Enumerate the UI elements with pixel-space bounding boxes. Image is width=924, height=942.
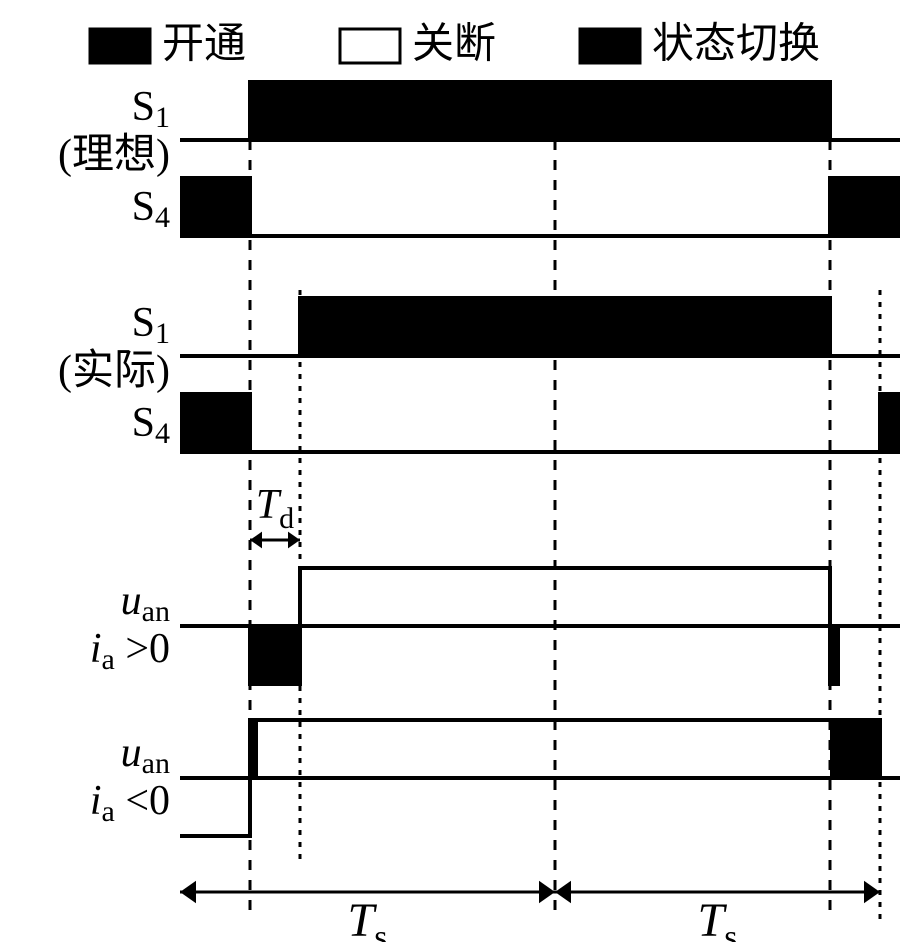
- timing-diagram: 开通关断状态切换S1(理想)S4S1(实际)S4uania >0uania <0…: [0, 0, 924, 942]
- ts-label: Ts: [348, 894, 388, 942]
- row-s4_ideal: S4: [132, 178, 900, 236]
- row-label-uan_neg: uan: [121, 730, 170, 780]
- pulse-s1_actual: [300, 298, 830, 356]
- pulse-s4_actual: [880, 394, 900, 452]
- row-label-s1_ideal: (理想): [58, 132, 170, 178]
- legend-swatch-on: [90, 29, 150, 63]
- legend-label-on: 开通: [162, 22, 246, 68]
- arrowhead-icon: [555, 881, 571, 903]
- trace-s4_ideal: [180, 178, 900, 236]
- pulse-s4_ideal: [830, 178, 900, 236]
- row-label-s4_ideal: S4: [132, 184, 170, 234]
- row-label-s1_actual: S1: [132, 300, 170, 350]
- arrowhead-icon: [539, 881, 555, 903]
- legend-label-switch: 状态切换: [652, 22, 820, 68]
- pulse-s4_actual: [180, 394, 250, 452]
- row-s1_ideal: S1(理想): [58, 82, 900, 178]
- arrowhead-icon: [250, 532, 262, 549]
- switch-uan_neg: [830, 720, 880, 778]
- trace-s4_actual: [180, 394, 900, 452]
- switch-uan_pos: [250, 626, 300, 684]
- row-uan_pos: uania >0: [90, 568, 900, 684]
- pulse-s1_ideal: [250, 82, 830, 140]
- row-s1_actual: S1(实际): [58, 298, 900, 394]
- arrowhead-icon: [864, 881, 880, 903]
- ts-label: Ts: [698, 894, 738, 942]
- row-label-s1_actual: (实际): [58, 347, 170, 394]
- legend-label-off: 关断: [412, 22, 496, 68]
- legend-swatch-switch: [580, 29, 640, 63]
- row-label-uan_pos: ia >0: [90, 626, 170, 676]
- row-label-s1_ideal: S1: [132, 84, 170, 134]
- row-label-uan_neg: ia <0: [90, 778, 170, 828]
- row-s4_actual: S4: [132, 394, 900, 452]
- pulse-s4_ideal: [180, 178, 250, 236]
- arrowhead-icon: [180, 881, 196, 903]
- row-label-s4_actual: S4: [132, 400, 170, 450]
- td-label: Td: [256, 482, 294, 535]
- row-uan_neg: uania <0: [90, 720, 900, 836]
- row-label-uan_pos: uan: [121, 578, 170, 628]
- legend-swatch-off: [340, 29, 400, 63]
